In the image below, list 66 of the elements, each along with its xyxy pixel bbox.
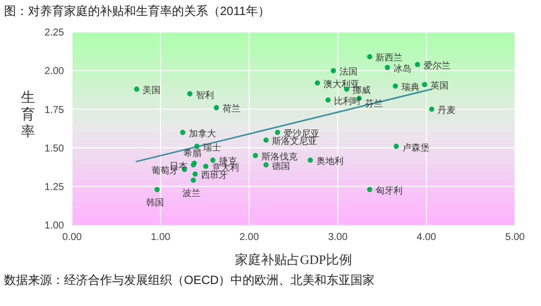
y-tick-label: 1.00 <box>44 220 64 232</box>
point <box>422 82 428 88</box>
point <box>325 97 331 103</box>
point <box>330 68 336 74</box>
chart-title: 图：对养育家庭的补贴和生育率的关系（2011年） <box>4 3 270 20</box>
data-label: 爱尔兰 <box>424 60 451 70</box>
data-label: 奥地利 <box>316 156 344 166</box>
data-label: 瑞士 <box>202 142 221 152</box>
x-tick-label: 1.00 <box>150 232 171 244</box>
x-axis-title: 家庭补贴占GDP比例 <box>234 252 352 267</box>
x-tick-label: 3.00 <box>328 232 348 244</box>
data-label: 斯洛文尼亚 <box>272 136 318 146</box>
data-label: 西班牙 <box>201 170 228 180</box>
x-tick-label: 5.00 <box>505 232 526 244</box>
point <box>192 171 198 177</box>
data-label: 德国 <box>272 160 290 171</box>
data-label: 智利 <box>196 90 214 100</box>
point <box>214 105 220 110</box>
y-tick-label: 2.00 <box>44 66 64 78</box>
point <box>210 158 216 163</box>
data-label: 希腊 <box>183 148 202 158</box>
data-label: 匈牙利 <box>376 185 403 196</box>
x-tick-label: 0.00 <box>62 232 82 244</box>
data-label: 美国 <box>142 85 161 96</box>
point <box>154 186 160 192</box>
point <box>394 144 399 149</box>
data-label: 波兰 <box>182 188 200 198</box>
point <box>274 130 280 135</box>
y-tick-label: 1.75 <box>44 104 64 116</box>
data-label: 加拿大 <box>188 128 216 138</box>
point <box>134 86 140 92</box>
point <box>263 137 269 143</box>
point <box>252 152 258 158</box>
data-label: 斯洛伐克 <box>261 152 298 162</box>
data-label: 韩国 <box>146 197 164 208</box>
point <box>203 164 208 169</box>
point <box>384 64 390 70</box>
data-label: 法国 <box>339 66 358 77</box>
y-tick-label: 2.25 <box>44 28 64 39</box>
point <box>429 106 434 112</box>
x-tick-label: 4.00 <box>416 232 437 244</box>
point <box>314 80 320 86</box>
point <box>190 178 196 183</box>
y-axis-title: 生育率 <box>20 90 36 141</box>
source-note: 数据来源：经济合作与发展组织（OECD）中的欧洲、北美和东亚国家 <box>4 272 375 289</box>
point <box>367 54 372 60</box>
point <box>367 186 372 192</box>
point <box>414 62 420 68</box>
data-label: 新西兰 <box>376 52 403 63</box>
point <box>187 91 192 96</box>
data-label: 英国 <box>430 80 449 90</box>
data-label: 瑞典 <box>401 82 420 92</box>
point <box>263 162 269 168</box>
x-tick-label: 2.00 <box>239 232 260 244</box>
y-tick-label: 1.50 <box>44 143 64 154</box>
data-label: 冰岛 <box>393 64 412 74</box>
data-label: 丹麦 <box>438 105 456 116</box>
point <box>308 158 313 163</box>
data-label: 爱沙尼亚 <box>284 128 320 138</box>
point <box>194 144 200 149</box>
point <box>180 130 186 135</box>
data-label: 荷兰 <box>222 104 240 114</box>
data-label: 比利时 <box>334 96 362 106</box>
data-label: 卢森堡 <box>402 142 430 152</box>
point <box>392 83 398 89</box>
y-tick-label: 1.25 <box>44 182 64 193</box>
